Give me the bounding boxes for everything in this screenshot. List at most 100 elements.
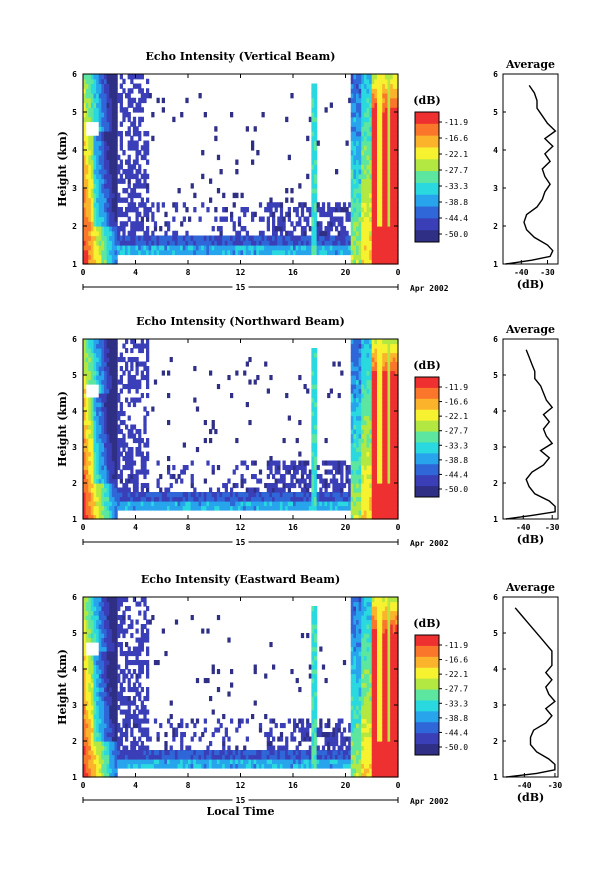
heatmap-cells: [83, 74, 399, 265]
x-tick-label: 4: [133, 523, 138, 532]
x-tick-label: 0: [81, 523, 86, 532]
y-tick-label: 5: [72, 371, 77, 380]
colorbar-level-label: -44.4: [444, 214, 468, 223]
avg-y-tick-label: 1: [493, 260, 498, 269]
x-tick-label: 0: [396, 268, 401, 277]
colorbar-level-label: -50.0: [444, 485, 468, 494]
x-tick-label: 8: [186, 523, 191, 532]
x-tick-label: 12: [236, 781, 246, 790]
x-tick-label: 16: [288, 523, 298, 532]
colorbar-level-label: -16.6: [444, 656, 468, 665]
y-tick-label: 2: [72, 222, 77, 231]
y-axis-label: Height (km): [56, 391, 69, 467]
x-tick-label: 16: [288, 781, 298, 790]
panel-title: Echo Intensity (Eastward Beam): [141, 573, 340, 586]
y-tick-label: 4: [72, 407, 77, 416]
colorbar-frame: [414, 376, 440, 498]
panel-title: Echo Intensity (Vertical Beam): [145, 50, 335, 63]
y-tick-label: 3: [72, 184, 77, 193]
average-frame: [502, 73, 559, 265]
avg-y-tick-label: 1: [493, 515, 498, 524]
colorbar-level-label: -38.8: [444, 456, 468, 465]
y-tick-label: 4: [72, 146, 77, 155]
avg-y-tick-label: 5: [493, 371, 498, 380]
echo-panel-1: Echo Intensity (Vertical Beam)123456Heig…: [56, 50, 559, 293]
avg-x-tick-label: -30: [548, 781, 563, 790]
colorbar: -11.9 -16.6 -22.1 -27.7 -33.3 -38.8 -44.4 -50.0: [414, 634, 468, 756]
y-axis-label: Height (km): [56, 131, 69, 207]
colorbar: -11.9 -16.6 -22.1 -27.7 -33.3 -38.8 -44.4 -50.0: [414, 111, 468, 243]
colorbar-level-label: -50.0: [444, 230, 468, 239]
average-profile-line: [506, 607, 556, 778]
avg-y-tick-label: 2: [493, 222, 498, 231]
average-title: Average: [505, 581, 555, 594]
echo-panel-3: Echo Intensity (Eastward Beam)123456Heig…: [56, 573, 562, 818]
colorbar-level-label: -50.0: [444, 743, 468, 752]
colorbar-level-label: -16.6: [444, 134, 468, 143]
x-tick-label: 20: [341, 781, 351, 790]
avg-y-tick-label: 1: [493, 773, 498, 782]
avg-y-tick-label: 6: [493, 70, 498, 79]
colorbar-level-label: -33.3: [444, 699, 468, 708]
date-label: Apr 2002: [410, 284, 449, 293]
avg-y-tick-label: 3: [493, 184, 498, 193]
y-tick-label: 2: [72, 737, 77, 746]
average-title: Average: [505, 58, 555, 71]
y-tick-label: 5: [72, 629, 77, 638]
avg-y-tick-label: 2: [493, 737, 498, 746]
average-profile-line: [505, 349, 556, 520]
avg-x-tick-label: -40: [514, 268, 529, 277]
x-axis-label: Local Time: [207, 805, 275, 818]
y-tick-label: 2: [72, 479, 77, 488]
x-tick-label: 8: [186, 268, 191, 277]
x-tick-label: 0: [396, 523, 401, 532]
colorbar-level-label: -22.1: [444, 670, 468, 679]
colorbar-unit: (dB): [413, 617, 440, 630]
average-profile: Average 1 2 3 4 5 6 -40 -30 (dB): [493, 581, 562, 804]
colorbar-level-label: -11.9: [444, 118, 468, 127]
average-frame: [502, 596, 559, 778]
y-tick-label: 1: [72, 515, 77, 524]
x-tick-label: 12: [236, 268, 246, 277]
colorbar-level-label: -38.8: [444, 714, 468, 723]
y-tick-label: 6: [72, 70, 77, 79]
avg-x-tick-label: -30: [540, 268, 555, 277]
y-tick-label: 3: [72, 443, 77, 452]
avg-y-tick-label: 5: [493, 108, 498, 117]
colorbar-unit: (dB): [413, 94, 440, 107]
colorbar-level-label: -44.4: [444, 470, 468, 479]
colorbar-unit: (dB): [413, 359, 440, 372]
heatmap-cells: [83, 339, 399, 520]
y-tick-label: 5: [72, 108, 77, 117]
x-tick-label: 20: [341, 523, 351, 532]
colorbar-level-label: -11.9: [444, 383, 468, 392]
colorbar-level-label: -22.1: [444, 412, 468, 421]
avg-y-tick-label: 4: [493, 407, 498, 416]
avg-y-tick-label: 6: [493, 335, 498, 344]
colorbar-level-label: -27.7: [444, 427, 468, 436]
date-day: 15: [236, 283, 246, 292]
y-tick-label: 1: [72, 773, 77, 782]
y-tick-label: 6: [72, 593, 77, 602]
heatmap-cells: [83, 597, 399, 778]
avg-x-tick-label: -40: [517, 781, 532, 790]
echo-panel-2: Echo Intensity (Northward Beam) 1 2 3 4 5 6 Hei…: [56, 315, 560, 548]
colorbar-level-label: -16.6: [444, 398, 468, 407]
x-tick-label: 0: [81, 268, 86, 277]
x-tick-label: 8: [186, 781, 191, 790]
colorbar-frame: [414, 634, 440, 756]
y-tick-label: 4: [72, 665, 77, 674]
avg-x-tick-label: -40: [516, 523, 531, 532]
colorbar-level-label: -44.4: [444, 728, 468, 737]
x-tick-label: 16: [288, 268, 298, 277]
colorbar-frame: [414, 111, 440, 243]
avg-x-label: (dB): [517, 278, 544, 291]
avg-y-tick-label: 3: [493, 443, 498, 452]
avg-y-tick-label: 3: [493, 701, 498, 710]
panel-title: Echo Intensity (Northward Beam): [136, 315, 345, 328]
date-label: Apr 2002: [410, 797, 449, 806]
colorbar: -11.9 -16.6 -22.1 -27.7 -33.3 -38.8 -44.4 -50.0: [414, 376, 468, 498]
y-axis-label: Height (km): [56, 649, 69, 725]
avg-x-label: (dB): [517, 533, 544, 546]
x-tick-label: 0: [396, 781, 401, 790]
